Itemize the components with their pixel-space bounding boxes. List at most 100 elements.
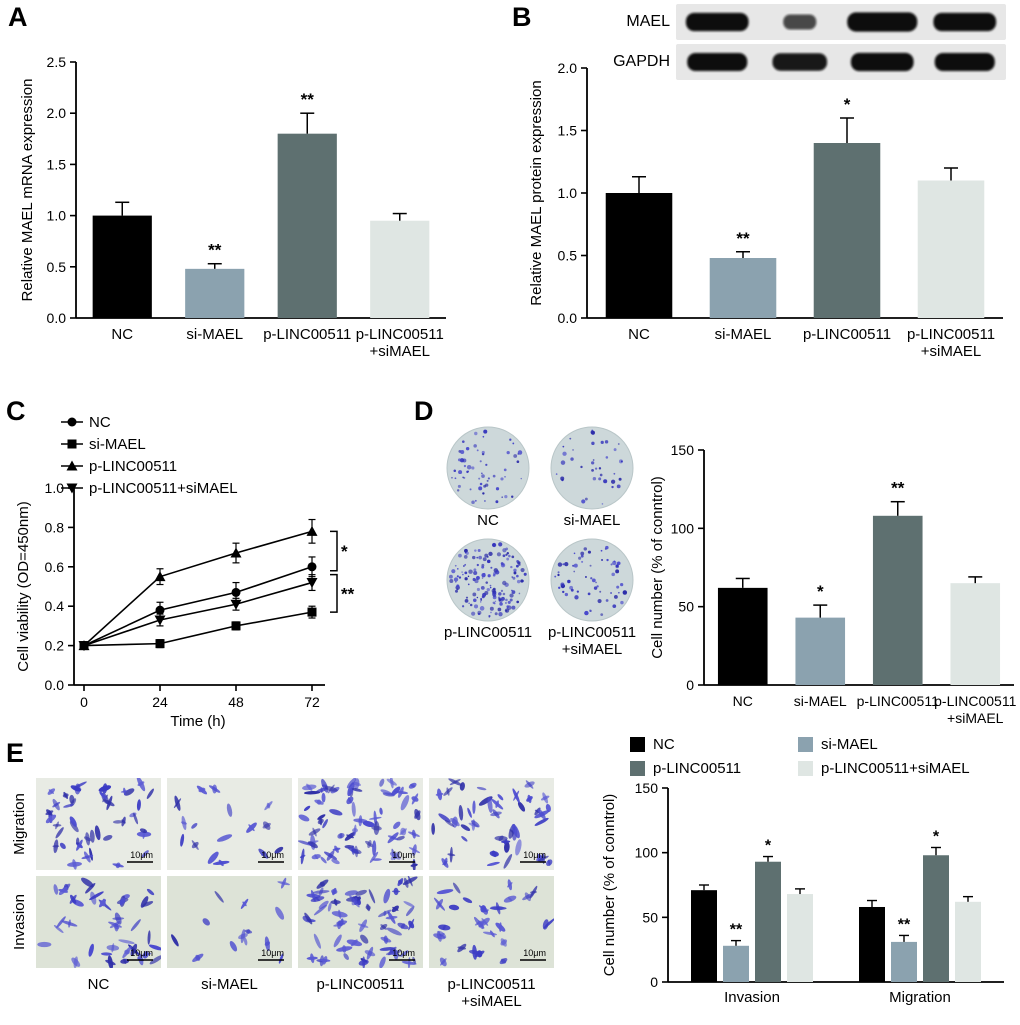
colony-label-nc: NC	[477, 512, 499, 529]
marker-triangle-up	[66, 460, 78, 471]
significance-star: *	[341, 542, 348, 561]
y-tick-label: 0.5	[558, 248, 578, 264]
stained-cells	[45, 778, 154, 870]
stained-cells	[37, 877, 161, 968]
colonies	[555, 429, 623, 505]
row-label-migration: Migration	[11, 793, 28, 855]
blot-label-mael: MAEL	[626, 13, 670, 30]
bar-si-mael-invasion	[723, 945, 749, 982]
y-tick-label: 0	[686, 677, 694, 693]
chart-e-legend: NC si-MAEL p-LINC00511 p-LINC00511+siMAEL	[630, 736, 970, 777]
x-axis-title: Time (h)	[170, 713, 225, 730]
x-tick-label: 48	[228, 694, 244, 710]
colony-label-p-linc00511-simael: p-LINC00511 +siMAEL	[547, 624, 637, 658]
y-tick-label: 0.6	[45, 559, 65, 575]
scale-bar-label: 10μm	[261, 948, 284, 958]
transwell-col-label-si-mael: si-MAEL	[201, 976, 258, 993]
legend-label: NC	[89, 414, 111, 431]
y-tick-label: 0.8	[45, 519, 65, 535]
culture-dish	[446, 538, 530, 622]
x-tick-label: 24	[152, 694, 168, 710]
x-category-label: NC	[628, 326, 650, 343]
bar-p-linc00511	[277, 133, 337, 318]
blot-bands-mael	[676, 4, 1006, 40]
colony-assay-images: NC si-MAEL p-LINC00511 p-LINC00511 +siMA…	[428, 422, 658, 722]
legend-swatch	[630, 761, 645, 776]
scale-bar-label: 10μm	[523, 850, 546, 860]
bar-nc-invasion	[691, 890, 717, 982]
stained-cells	[431, 778, 553, 869]
significance-star: **	[208, 241, 222, 260]
colony-image-p-linc00511	[446, 538, 530, 622]
blot-row-gapdh: GAPDH	[590, 44, 1006, 80]
transwell-col-label-p-linc00511: p-LINC00511	[316, 976, 405, 993]
y-tick-label: 1.0	[45, 480, 65, 496]
y-tick-label: 0.0	[45, 677, 65, 693]
protein-band	[687, 53, 748, 71]
marker-square	[231, 621, 241, 631]
y-tick-label: 1.5	[558, 123, 578, 139]
legend-swatch	[798, 737, 813, 752]
colony-label-p-linc00511: p-LINC00511	[443, 624, 533, 641]
marker-square	[155, 639, 165, 649]
x-category-label: si-MAEL	[186, 326, 243, 343]
significance-star: **	[891, 479, 905, 498]
panel-e-label: E	[6, 738, 25, 768]
invasion-image-si-mael: 10μm	[167, 876, 292, 968]
y-tick-label: 150	[635, 780, 659, 796]
colony-image-nc	[446, 426, 530, 510]
y-tick-label: 50	[678, 599, 694, 615]
bar-p-linc00511-simael	[950, 583, 1001, 685]
protein-band	[685, 12, 749, 32]
marker-circle	[155, 605, 165, 615]
y-tick-label: 1.0	[558, 185, 578, 201]
invasion-image-p-linc00511-simael: 10μm	[429, 876, 554, 968]
significance-star: *	[817, 582, 824, 601]
scale-bar-label: 10μm	[392, 948, 415, 958]
y-tick-label: 0.5	[47, 259, 67, 275]
significance-star: **	[898, 916, 911, 933]
bar-p-linc00511-simael-invasion	[787, 894, 813, 982]
bar-p-linc00511-invasion	[755, 861, 781, 982]
bar-p-linc00511	[813, 143, 881, 318]
x-category-label: si-MAEL	[715, 326, 772, 343]
legend-label: p-LINC00511+siMAEL	[89, 480, 238, 497]
transwell-col-label-nc: NC	[87, 976, 110, 993]
x-category-label: p-LINC00511 +siMAEL	[907, 326, 995, 360]
cell-viability-line-chart: 0.0 0.2 0.4 0.6 0.8 1.0 Cell viability (OD=450…	[15, 414, 355, 730]
x-category-label: Migration	[889, 989, 951, 1006]
series-line-si-mael	[83, 611, 313, 647]
colonies	[554, 545, 628, 617]
protein-band	[934, 53, 995, 71]
protein-band	[933, 12, 997, 32]
legend-swatch	[798, 761, 813, 776]
colonies	[449, 542, 527, 618]
scale-bar-label: 10μm	[392, 850, 415, 860]
migration-image-p-linc00511: 10μm	[298, 778, 423, 870]
legend-item-si-mael: si-MAEL	[798, 736, 970, 753]
migration-image-p-linc00511-simael: 10μm	[429, 778, 554, 870]
bar-si-mael	[709, 258, 777, 318]
scale-bar-label: 10μm	[261, 850, 284, 860]
y-tick-label: 1.0	[47, 208, 67, 224]
legend-label: NC	[653, 736, 675, 753]
protein-band	[783, 14, 817, 30]
colony-image-p-linc00511-simael	[550, 538, 634, 622]
bar-p-linc00511-simael-migration	[955, 901, 981, 982]
legend-label: p-LINC00511+siMAEL	[821, 760, 970, 777]
y-axis-title: Relative MAEL mRNA expression	[19, 79, 36, 302]
significance-star: **	[341, 584, 355, 603]
western-blot: MAEL GAPDH	[590, 4, 1006, 84]
stained-cells	[171, 877, 290, 964]
y-axis-title: Cell number (% of conntrol)	[601, 794, 618, 977]
scale-bar-label: 10μm	[130, 948, 153, 958]
bar-nc	[717, 587, 768, 685]
y-tick-label: 2.0	[558, 60, 578, 76]
marker-circle	[67, 417, 77, 427]
x-category-label: Invasion	[724, 989, 780, 1006]
panel-a-label: A	[8, 2, 28, 32]
marker-triangle-up	[230, 547, 242, 558]
marker-circle	[307, 562, 317, 572]
y-axis-title: Cell viability (OD=450nm)	[15, 501, 32, 671]
y-axis-title: Relative MAEL protein expression	[528, 80, 545, 305]
